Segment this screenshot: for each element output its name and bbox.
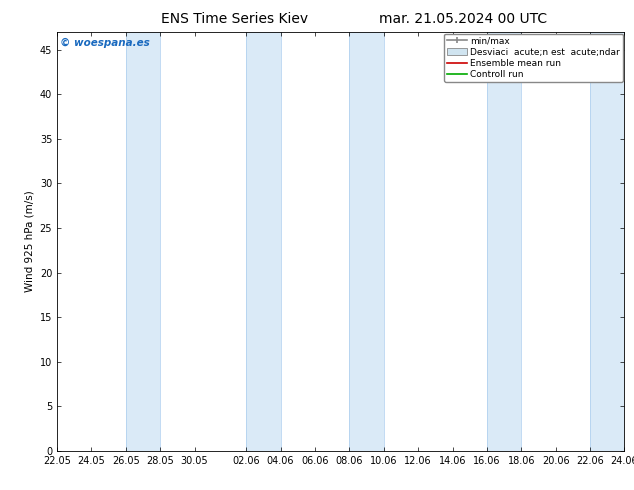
Bar [246, 32, 281, 451]
Text: © woespana.es: © woespana.es [60, 38, 150, 48]
Text: ENS Time Series Kiev: ENS Time Series Kiev [161, 12, 308, 26]
Y-axis label: Wind 925 hPa (m/s): Wind 925 hPa (m/s) [24, 191, 34, 292]
Bar [349, 32, 384, 451]
Bar [126, 32, 160, 451]
Legend: min/max, Desviaci  acute;n est  acute;ndar, Ensemble mean run, Controll run: min/max, Desviaci acute;n est acute;ndar… [444, 34, 623, 82]
Bar [590, 32, 624, 451]
Text: mar. 21.05.2024 00 UTC: mar. 21.05.2024 00 UTC [378, 12, 547, 26]
Bar [487, 32, 521, 451]
